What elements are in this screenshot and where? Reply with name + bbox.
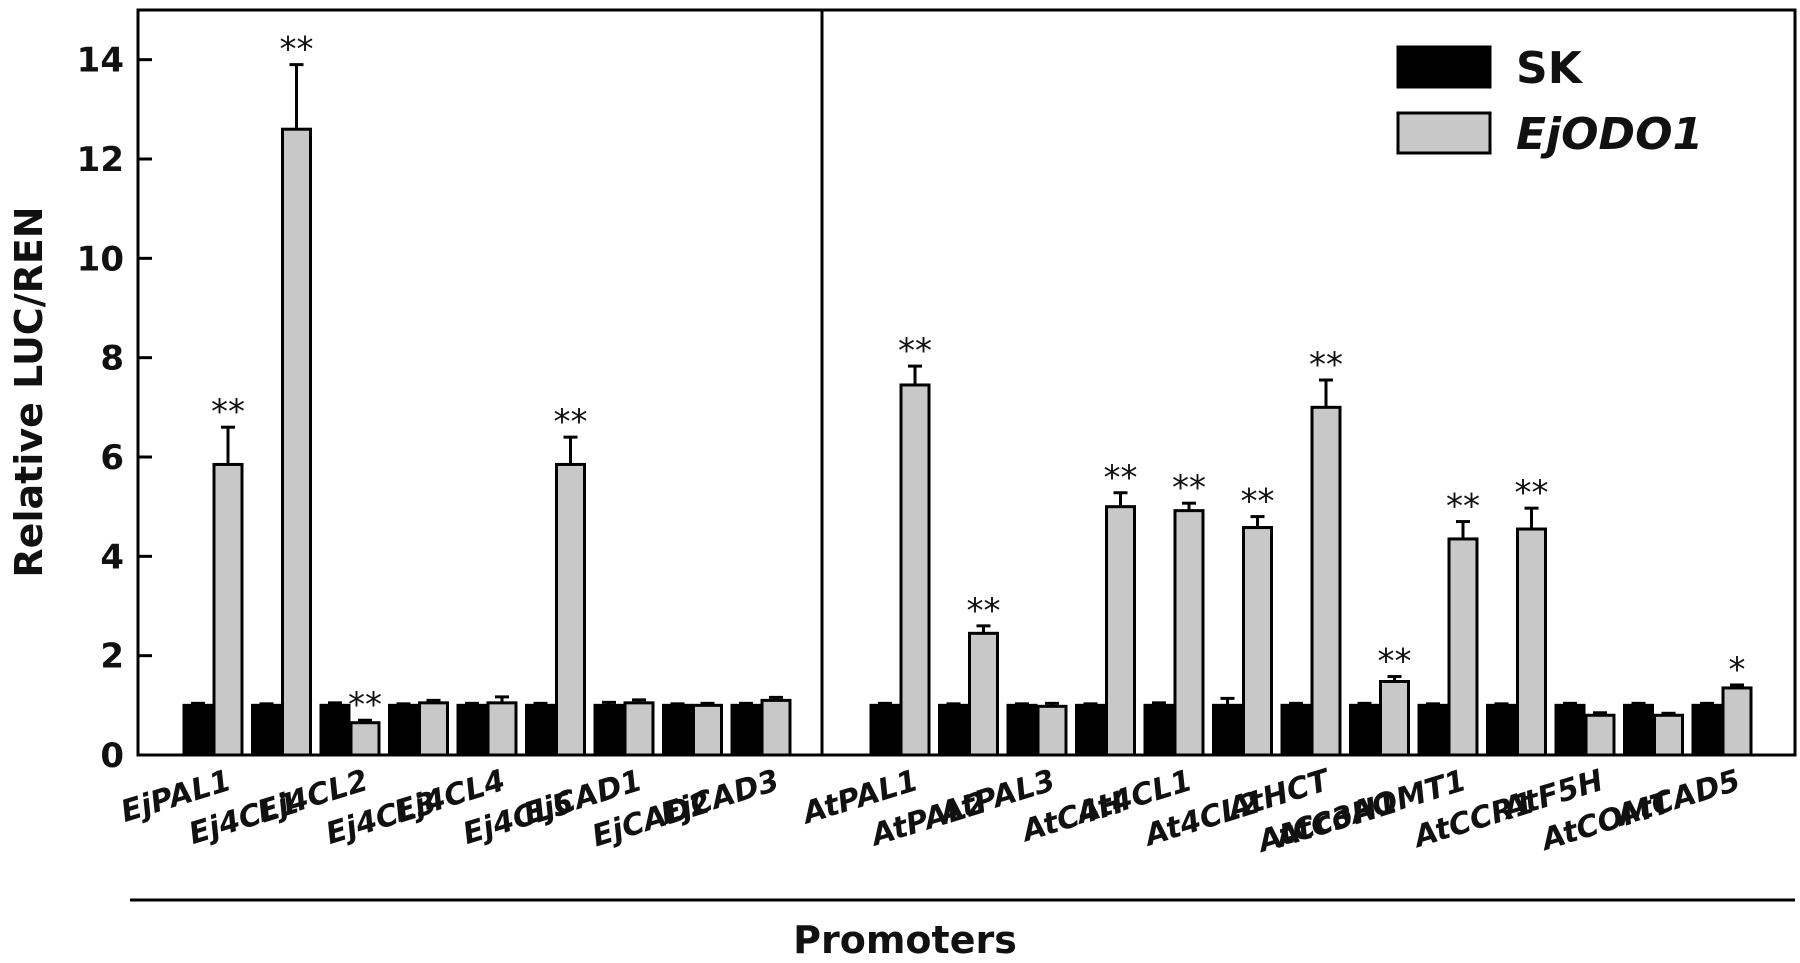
bar-sk <box>1143 703 1175 757</box>
bar-sk <box>456 703 488 757</box>
y-tick-label: 8 <box>100 339 124 379</box>
y-tick-label: 14 <box>77 41 124 81</box>
bar-ejodo1 <box>349 721 381 757</box>
bar-sk <box>319 703 351 757</box>
bar-sk <box>525 703 556 757</box>
bar-sk <box>1006 703 1038 757</box>
bar-ejodo1 <box>1036 704 1068 757</box>
bar-sk <box>730 703 762 757</box>
bar-ejodo1 <box>1310 405 1342 757</box>
significance-marker: ** <box>967 591 1001 631</box>
bar-sk <box>1554 703 1586 757</box>
bar-sk <box>1349 703 1380 757</box>
bar-ejodo1 <box>212 462 244 757</box>
legend-swatch-0 <box>1396 45 1492 89</box>
significance-marker: * <box>1729 650 1746 690</box>
y-tick-label: 10 <box>77 239 124 279</box>
significance-marker: ** <box>1172 468 1206 508</box>
legend-label-1: EjODO1 <box>1516 109 1703 160</box>
bar-ejodo1 <box>1173 509 1205 757</box>
bar-ejodo1 <box>1447 537 1479 757</box>
bar-ejodo1 <box>418 701 449 757</box>
significance-marker: ** <box>1309 345 1343 385</box>
bar-ejodo1 <box>281 127 312 757</box>
bar-sk <box>1075 703 1106 757</box>
bar-ejodo1 <box>1516 527 1547 757</box>
bar-sk <box>593 703 625 757</box>
bar-sk <box>1280 703 1312 757</box>
significance-marker: ** <box>1241 482 1275 522</box>
x-axis-title: Promoters <box>793 918 1017 962</box>
category-label: EjCAD3 <box>657 763 784 832</box>
bar-sk <box>938 703 969 757</box>
bar-sk <box>1691 703 1723 757</box>
bar-ejodo1 <box>968 631 999 757</box>
legend-swatch-1 <box>1396 111 1492 155</box>
significance-marker: ** <box>211 392 245 432</box>
bar-ejodo1 <box>486 701 518 757</box>
significance-marker: ** <box>280 30 314 70</box>
bar-ejodo1 <box>1584 713 1616 757</box>
y-tick-label: 0 <box>100 736 124 776</box>
bar-sk <box>251 703 282 757</box>
significance-marker: ** <box>348 685 382 725</box>
significance-marker: ** <box>1446 487 1480 527</box>
significance-marker: ** <box>1104 458 1138 498</box>
legend-label-0: SK <box>1516 43 1584 94</box>
y-axis: 0 2 4 6 8 10 12 14 <box>77 41 152 776</box>
bar-ejodo1 <box>1105 505 1136 757</box>
y-tick-label: 6 <box>100 438 124 478</box>
y-tick-label: 4 <box>100 537 124 577</box>
category-label: AtCAD5 <box>1611 763 1745 834</box>
bar-ejodo1 <box>1653 713 1684 757</box>
bar-ejodo1 <box>692 703 723 757</box>
bar-series: ************** ** ******** *** <box>182 30 1753 757</box>
category-labels: EjPAL1Ej4CL1Ej4CL2Ej4CL3Ej4CL4Ej4CL5EjCA… <box>117 762 1745 860</box>
bar-ejodo1 <box>1242 526 1273 757</box>
bar-sk <box>662 703 693 757</box>
bar-sk <box>388 703 419 757</box>
significance-marker: ** <box>1515 473 1549 513</box>
bar-sk <box>1417 703 1449 757</box>
y-axis-title: Relative LUC/REN <box>7 206 51 577</box>
bar-ejodo1 <box>1379 679 1410 757</box>
bar-ejodo1 <box>899 383 931 757</box>
bar-ejodo1 <box>760 698 792 757</box>
bar-ejodo1 <box>623 701 655 757</box>
bar-sk <box>1486 703 1517 757</box>
y-tick-label: 12 <box>77 140 124 180</box>
bar-sk <box>869 703 901 757</box>
bar-sk <box>1212 703 1243 757</box>
bar-sk <box>1623 703 1654 757</box>
bar-ejodo1 <box>555 462 586 757</box>
bar-sk <box>182 703 214 757</box>
bar-ejodo1 <box>1721 686 1753 757</box>
significance-marker: ** <box>1378 642 1412 682</box>
significance-marker: ** <box>554 402 588 442</box>
y-tick-label: 2 <box>100 637 124 677</box>
significance-marker: ** <box>898 331 932 371</box>
legend: SK EjODO1 <box>1396 43 1703 160</box>
